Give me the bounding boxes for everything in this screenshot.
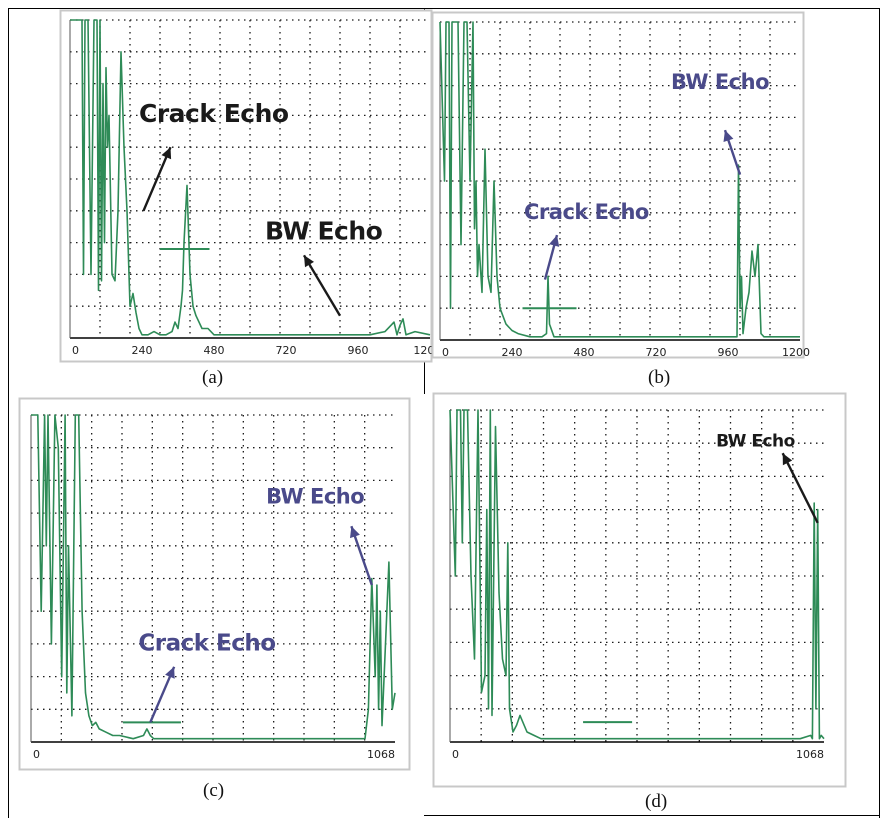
frame-left-line <box>8 8 9 818</box>
panel-a-frame <box>59 9 433 363</box>
x-tick-label: 240 <box>502 346 523 359</box>
echo-signal-line <box>31 414 396 740</box>
x-tick-label: 0 <box>33 748 40 761</box>
frame-bottom-right-line <box>424 815 880 816</box>
panel-d-chart: 0 1068 BW Echo <box>432 392 847 788</box>
annotation-arrowhead <box>782 453 793 466</box>
x-tick-label: 960 <box>718 346 739 359</box>
panel-d: 0 1068 BW Echo <box>432 392 847 788</box>
panel-b-caption: (b) <box>648 367 671 388</box>
annotation-label: BW Echo <box>716 432 795 452</box>
annotation-arrowhead <box>165 666 175 679</box>
annotation-arrowhead <box>161 147 172 160</box>
annotation-label: BW Echo <box>265 216 383 245</box>
panel-a-caption: (a) <box>202 367 224 388</box>
panel-b: 0 240 480 720 960 1200 Crack Echo BW Echo <box>431 11 810 359</box>
x-tick-label: 1200 <box>782 346 810 359</box>
panel-a: 0 240 480 720 960 120(Crack Echo BW Echo <box>59 9 439 363</box>
echo-signal-line <box>70 19 431 336</box>
panel-d-frame <box>432 392 847 788</box>
x-tick-label: 1068 <box>367 748 395 761</box>
x-tick-label: 480 <box>204 344 225 357</box>
annotation-arrow <box>142 146 172 212</box>
annotation-label: BW Echo <box>266 484 364 508</box>
panel-b-frame <box>431 11 805 359</box>
annotation-arrowhead <box>723 130 734 142</box>
x-tick-label: 0 <box>442 346 449 359</box>
panel-c: 0 1068 Crack Echo BW Echo <box>18 397 411 771</box>
panel-c-caption: (c) <box>203 780 225 801</box>
x-tick-label: 960 <box>348 344 369 357</box>
annotation-label: BW Echo <box>671 70 769 94</box>
panel-c-chart: 0 1068 Crack Echo BW Echo <box>18 397 411 771</box>
x-tick-label: 0 <box>452 748 459 761</box>
annotation-arrow <box>781 452 819 524</box>
x-tick-label: 1068 <box>796 748 824 761</box>
frame-right-line <box>879 8 880 818</box>
annotation-arrowhead <box>350 526 360 539</box>
echo-signal-line <box>449 409 825 740</box>
panel-c-frame <box>18 397 411 771</box>
annotation-label: Crack Echo <box>139 99 289 128</box>
panel-b-chart: 0 240 480 720 960 1200 Crack Echo BW Echo <box>431 11 810 359</box>
annotation-label: Crack Echo <box>524 200 649 224</box>
x-tick-label: 240 <box>132 344 153 357</box>
annotation-arrow <box>302 254 342 317</box>
x-tick-label: 720 <box>276 344 297 357</box>
annotation-label: Crack Echo <box>138 630 275 656</box>
frame-top-line <box>8 8 880 9</box>
x-tick-label: 0 <box>72 344 79 357</box>
echo-signal-line <box>439 21 800 338</box>
annotation-arrowhead <box>304 255 314 268</box>
x-tick-label: 480 <box>574 346 595 359</box>
x-tick-label: 720 <box>646 346 667 359</box>
annotation-arrowhead <box>549 235 560 247</box>
panel-d-caption: (d) <box>645 791 668 812</box>
